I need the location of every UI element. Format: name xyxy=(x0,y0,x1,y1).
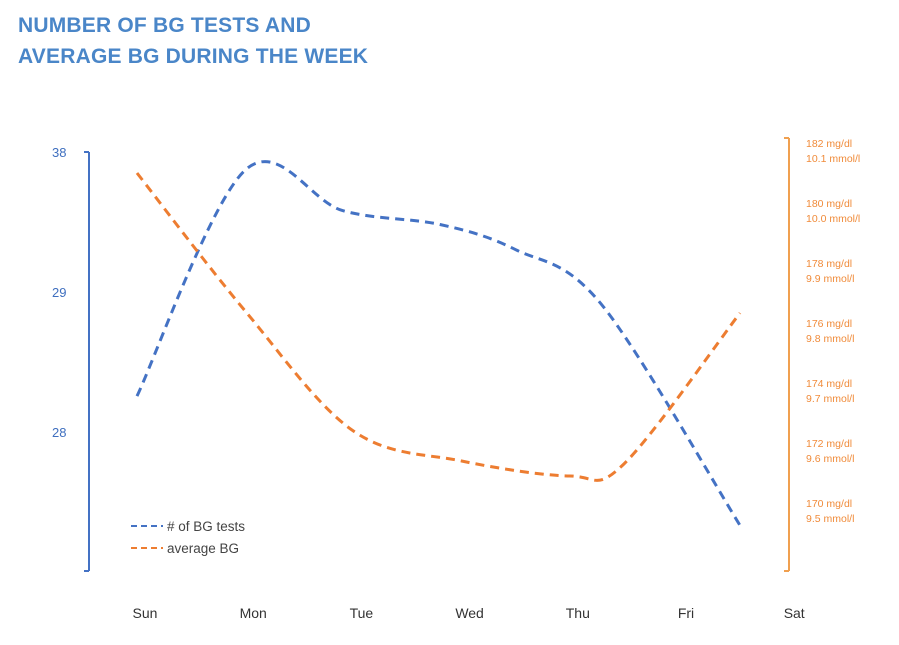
x-tick-label: Fri xyxy=(678,605,694,621)
legend-label-bg-tests: # of BG tests xyxy=(167,519,245,534)
right-tick-label: 9.7 mmol/l xyxy=(806,393,854,405)
right-tick-label: 9.9 mmol/l xyxy=(806,273,854,285)
x-tick-label: Mon xyxy=(240,605,267,621)
x-tick-label: Tue xyxy=(350,605,374,621)
right-tick-label: 170 mg/dl xyxy=(806,498,852,510)
chart-title-line-2: AVERAGE BG DURING THE WEEK xyxy=(18,45,369,68)
left-tick-label: 38 xyxy=(52,145,66,160)
x-tick-label: Wed xyxy=(455,605,484,621)
legend: # of BG tests average BG xyxy=(131,519,245,556)
right-tick-label: 9.8 mmol/l xyxy=(806,333,854,345)
right-tick-label: 176 mg/dl xyxy=(806,318,852,330)
right-tick-label: 9.6 mmol/l xyxy=(806,453,854,465)
x-tick-label: Thu xyxy=(566,605,590,621)
left-tick-label: 29 xyxy=(52,285,66,300)
chart-title-line-1: NUMBER OF BG TESTS AND xyxy=(18,14,311,37)
right-tick-label: 10.0 mmol/l xyxy=(806,213,860,225)
series-line-average-bg xyxy=(135,172,742,482)
x-tick-label: Sat xyxy=(784,605,805,621)
right-tick-label: 9.5 mmol/l xyxy=(806,513,854,525)
right-tick-label: 182 mg/dl xyxy=(806,138,852,150)
right-tick-label: 178 mg/dl xyxy=(806,258,852,270)
right-axis-labels: 182 mg/dl 10.1 mmol/l 180 mg/dl 10.0 mmol/l… xyxy=(806,138,860,525)
x-axis-labels: Sun Mon Tue Wed Thu Fri Sat xyxy=(133,605,805,621)
right-tick-label: 174 mg/dl xyxy=(806,378,852,390)
right-tick-label: 10.1 mmol/l xyxy=(806,153,860,165)
x-tick-label: Sun xyxy=(133,605,158,621)
right-tick-label: 172 mg/dl xyxy=(806,438,852,450)
chart-title: NUMBER OF BG TESTS AND AVERAGE BG DURING… xyxy=(18,10,368,72)
legend-label-average-bg: average BG xyxy=(167,541,239,556)
series-line-bg-tests xyxy=(135,160,743,528)
right-tick-label: 180 mg/dl xyxy=(806,198,852,210)
left-tick-label: 28 xyxy=(52,425,66,440)
